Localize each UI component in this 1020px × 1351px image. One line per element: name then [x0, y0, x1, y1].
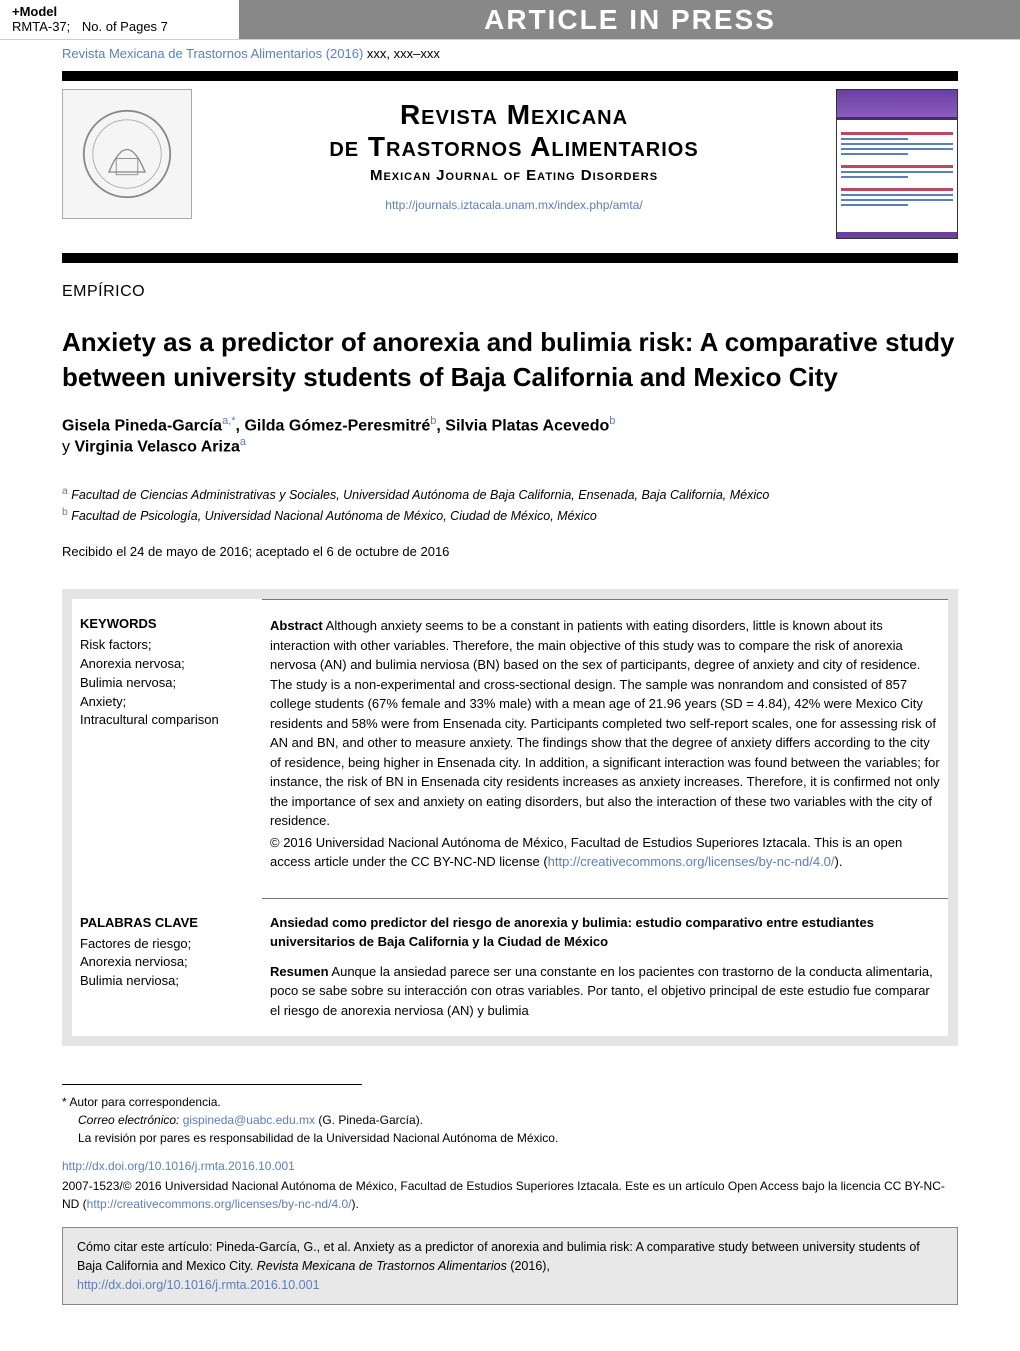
keyword-es-1: Factores de riesgo; — [80, 935, 248, 954]
abstract-container: KEYWORDS Risk factors; Anorexia nervosa;… — [62, 589, 958, 1046]
abstract-en-heading: Abstract — [270, 618, 323, 633]
top-bar: +Model RMTA-37; No. of Pages 7 ARTICLE I… — [0, 0, 1020, 40]
abstract-en: Abstract Although anxiety seems to be a … — [262, 599, 948, 888]
copyright-close: ). — [351, 1197, 358, 1211]
section-label: EMPÍRICO — [62, 283, 958, 301]
abstract-en-close: ). — [835, 854, 843, 869]
journal-url-link[interactable]: http://journals.iztacala.unam.mx/index.p… — [385, 198, 642, 212]
abstract-en-row: KEYWORDS Risk factors; Anorexia nervosa;… — [72, 599, 948, 888]
citation-volume: xxx, xxx–xxx — [367, 46, 440, 61]
keyword-en-4: Anxiety; — [80, 693, 248, 712]
abstract-es-heading: Resumen — [270, 964, 329, 979]
keyword-es-2: Anorexia nerviosa; — [80, 953, 248, 972]
author-4-affil: a — [240, 436, 246, 448]
journal-name-line2: de Trastornos Alimentarios — [192, 131, 836, 163]
seal-icon — [82, 109, 172, 199]
corr-text: Autor para correspondencia. — [67, 1095, 221, 1109]
abstract-es: Ansiedad como predictor del riesgo de an… — [262, 898, 948, 1037]
corr-email-link[interactable]: gispineda@uabc.edu.mx — [183, 1113, 315, 1127]
pages-label: No. of Pages 7 — [82, 19, 168, 34]
abstract-es-title: Ansiedad como predictor del riesgo de an… — [270, 913, 940, 952]
abstract-en-body: Although anxiety seems to be a constant … — [270, 618, 940, 828]
footnotes: * Autor para correspondencia. Correo ele… — [0, 1093, 1020, 1213]
affiliations: a Facultad de Ciencias Administrativas y… — [62, 484, 958, 526]
how-to-cite-box: Cómo citar este artículo: Pineda-García,… — [62, 1227, 958, 1305]
authors-list: Gisela Pineda-Garcíaa,*, Gilda Gómez-Per… — [62, 415, 958, 456]
model-prefix: +Model — [12, 4, 57, 19]
page: +Model RMTA-37; No. of Pages 7 ARTICLE I… — [0, 0, 1020, 1305]
author-4-prefix: y — [62, 438, 74, 455]
cite-text-3: (2016), — [507, 1259, 550, 1273]
model-id-box: +Model RMTA-37; No. of Pages 7 — [0, 0, 240, 39]
article-in-press-banner: ARTICLE IN PRESS — [240, 0, 1020, 39]
model-code: RMTA-37; — [12, 19, 70, 34]
journal-subtitle: Mexican Journal of Eating Disorders — [192, 167, 836, 184]
footnote-separator — [62, 1084, 362, 1085]
cite-doi-link[interactable]: http://dx.doi.org/10.1016/j.rmta.2016.10… — [77, 1278, 320, 1292]
author-3-affil: b — [609, 415, 615, 427]
keyword-en-3: Bulimia nervosa; — [80, 674, 248, 693]
keywords-es: PALABRAS CLAVE Factores de riesgo; Anore… — [72, 898, 262, 1037]
affil-a-text: Facultad de Ciencias Administrativas y S… — [68, 488, 770, 502]
journal-cover-thumbnail — [836, 89, 958, 239]
author-1-affil: a,* — [222, 415, 235, 427]
abstract-es-row: PALABRAS CLAVE Factores de riesgo; Anore… — [72, 898, 948, 1037]
email-label: Correo electrónico: — [78, 1113, 183, 1127]
keywords-es-heading: PALABRAS CLAVE — [80, 914, 248, 933]
keyword-en-2: Anorexia nervosa; — [80, 655, 248, 674]
corr-email-name: (G. Pineda-García). — [315, 1113, 423, 1127]
running-citation: Revista Mexicana de Trastornos Alimentar… — [0, 40, 1020, 71]
affil-b-text: Facultad de Psicología, Universidad Naci… — [68, 509, 597, 523]
license-link-footer[interactable]: http://creativecommons.org/licenses/by-n… — [87, 1197, 352, 1211]
author-3: , Silvia Platas Acevedo — [436, 418, 609, 435]
citation-journal: Revista Mexicana de Trastornos Alimentar… — [62, 46, 367, 61]
article-body: EMPÍRICO Anxiety as a predictor of anore… — [0, 263, 1020, 1068]
article-dates: Recibido el 24 de mayo de 2016; aceptado… — [62, 544, 958, 559]
author-2: , Gilda Gómez-Peresmitré — [236, 418, 431, 435]
doi-link[interactable]: http://dx.doi.org/10.1016/j.rmta.2016.10… — [62, 1159, 295, 1173]
license-link-en[interactable]: http://creativecommons.org/licenses/by-n… — [548, 854, 835, 869]
divider-bar-bottom — [62, 253, 958, 263]
abstract-es-body: Aunque la ansiedad parece ser una consta… — [270, 964, 933, 1018]
article-title: Anxiety as a predictor of anorexia and b… — [62, 325, 958, 395]
keywords-en: KEYWORDS Risk factors; Anorexia nervosa;… — [72, 599, 262, 888]
author-1: Gisela Pineda-García — [62, 418, 222, 435]
keywords-en-heading: KEYWORDS — [80, 615, 248, 634]
peer-review-note: La revisión por pares es responsabilidad… — [62, 1129, 958, 1147]
author-4: Virginia Velasco Ariza — [74, 438, 239, 455]
keyword-en-5: Intracultural comparison — [80, 711, 248, 730]
divider-bar-top — [62, 71, 958, 81]
journal-name-line1: Revista Mexicana — [192, 99, 836, 131]
keyword-en-1: Risk factors; — [80, 636, 248, 655]
university-logo — [62, 89, 192, 219]
keyword-es-3: Bulimia nerviosa; — [80, 972, 248, 991]
journal-title-area: Revista Mexicana de Trastornos Alimentar… — [192, 89, 836, 212]
cite-journal-name: Revista Mexicana de Trastornos Alimentar… — [257, 1259, 507, 1273]
masthead: Revista Mexicana de Trastornos Alimentar… — [0, 81, 1020, 239]
